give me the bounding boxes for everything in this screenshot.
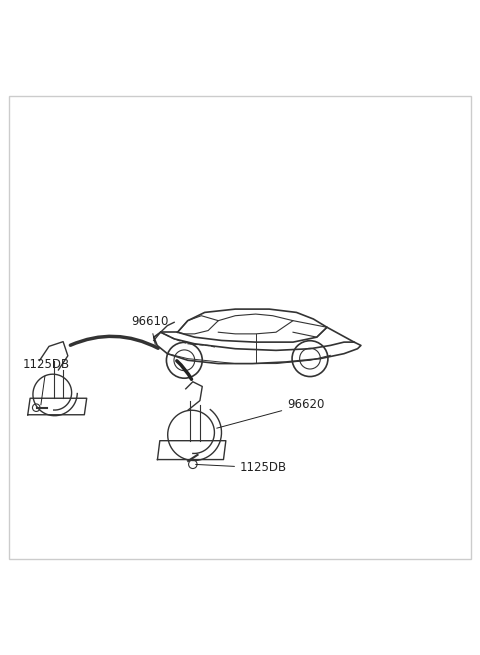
- Text: 96610: 96610: [132, 315, 169, 345]
- Text: 1125DB: 1125DB: [23, 358, 70, 405]
- Text: 96620: 96620: [217, 398, 324, 428]
- Text: 1125DB: 1125DB: [196, 461, 287, 474]
